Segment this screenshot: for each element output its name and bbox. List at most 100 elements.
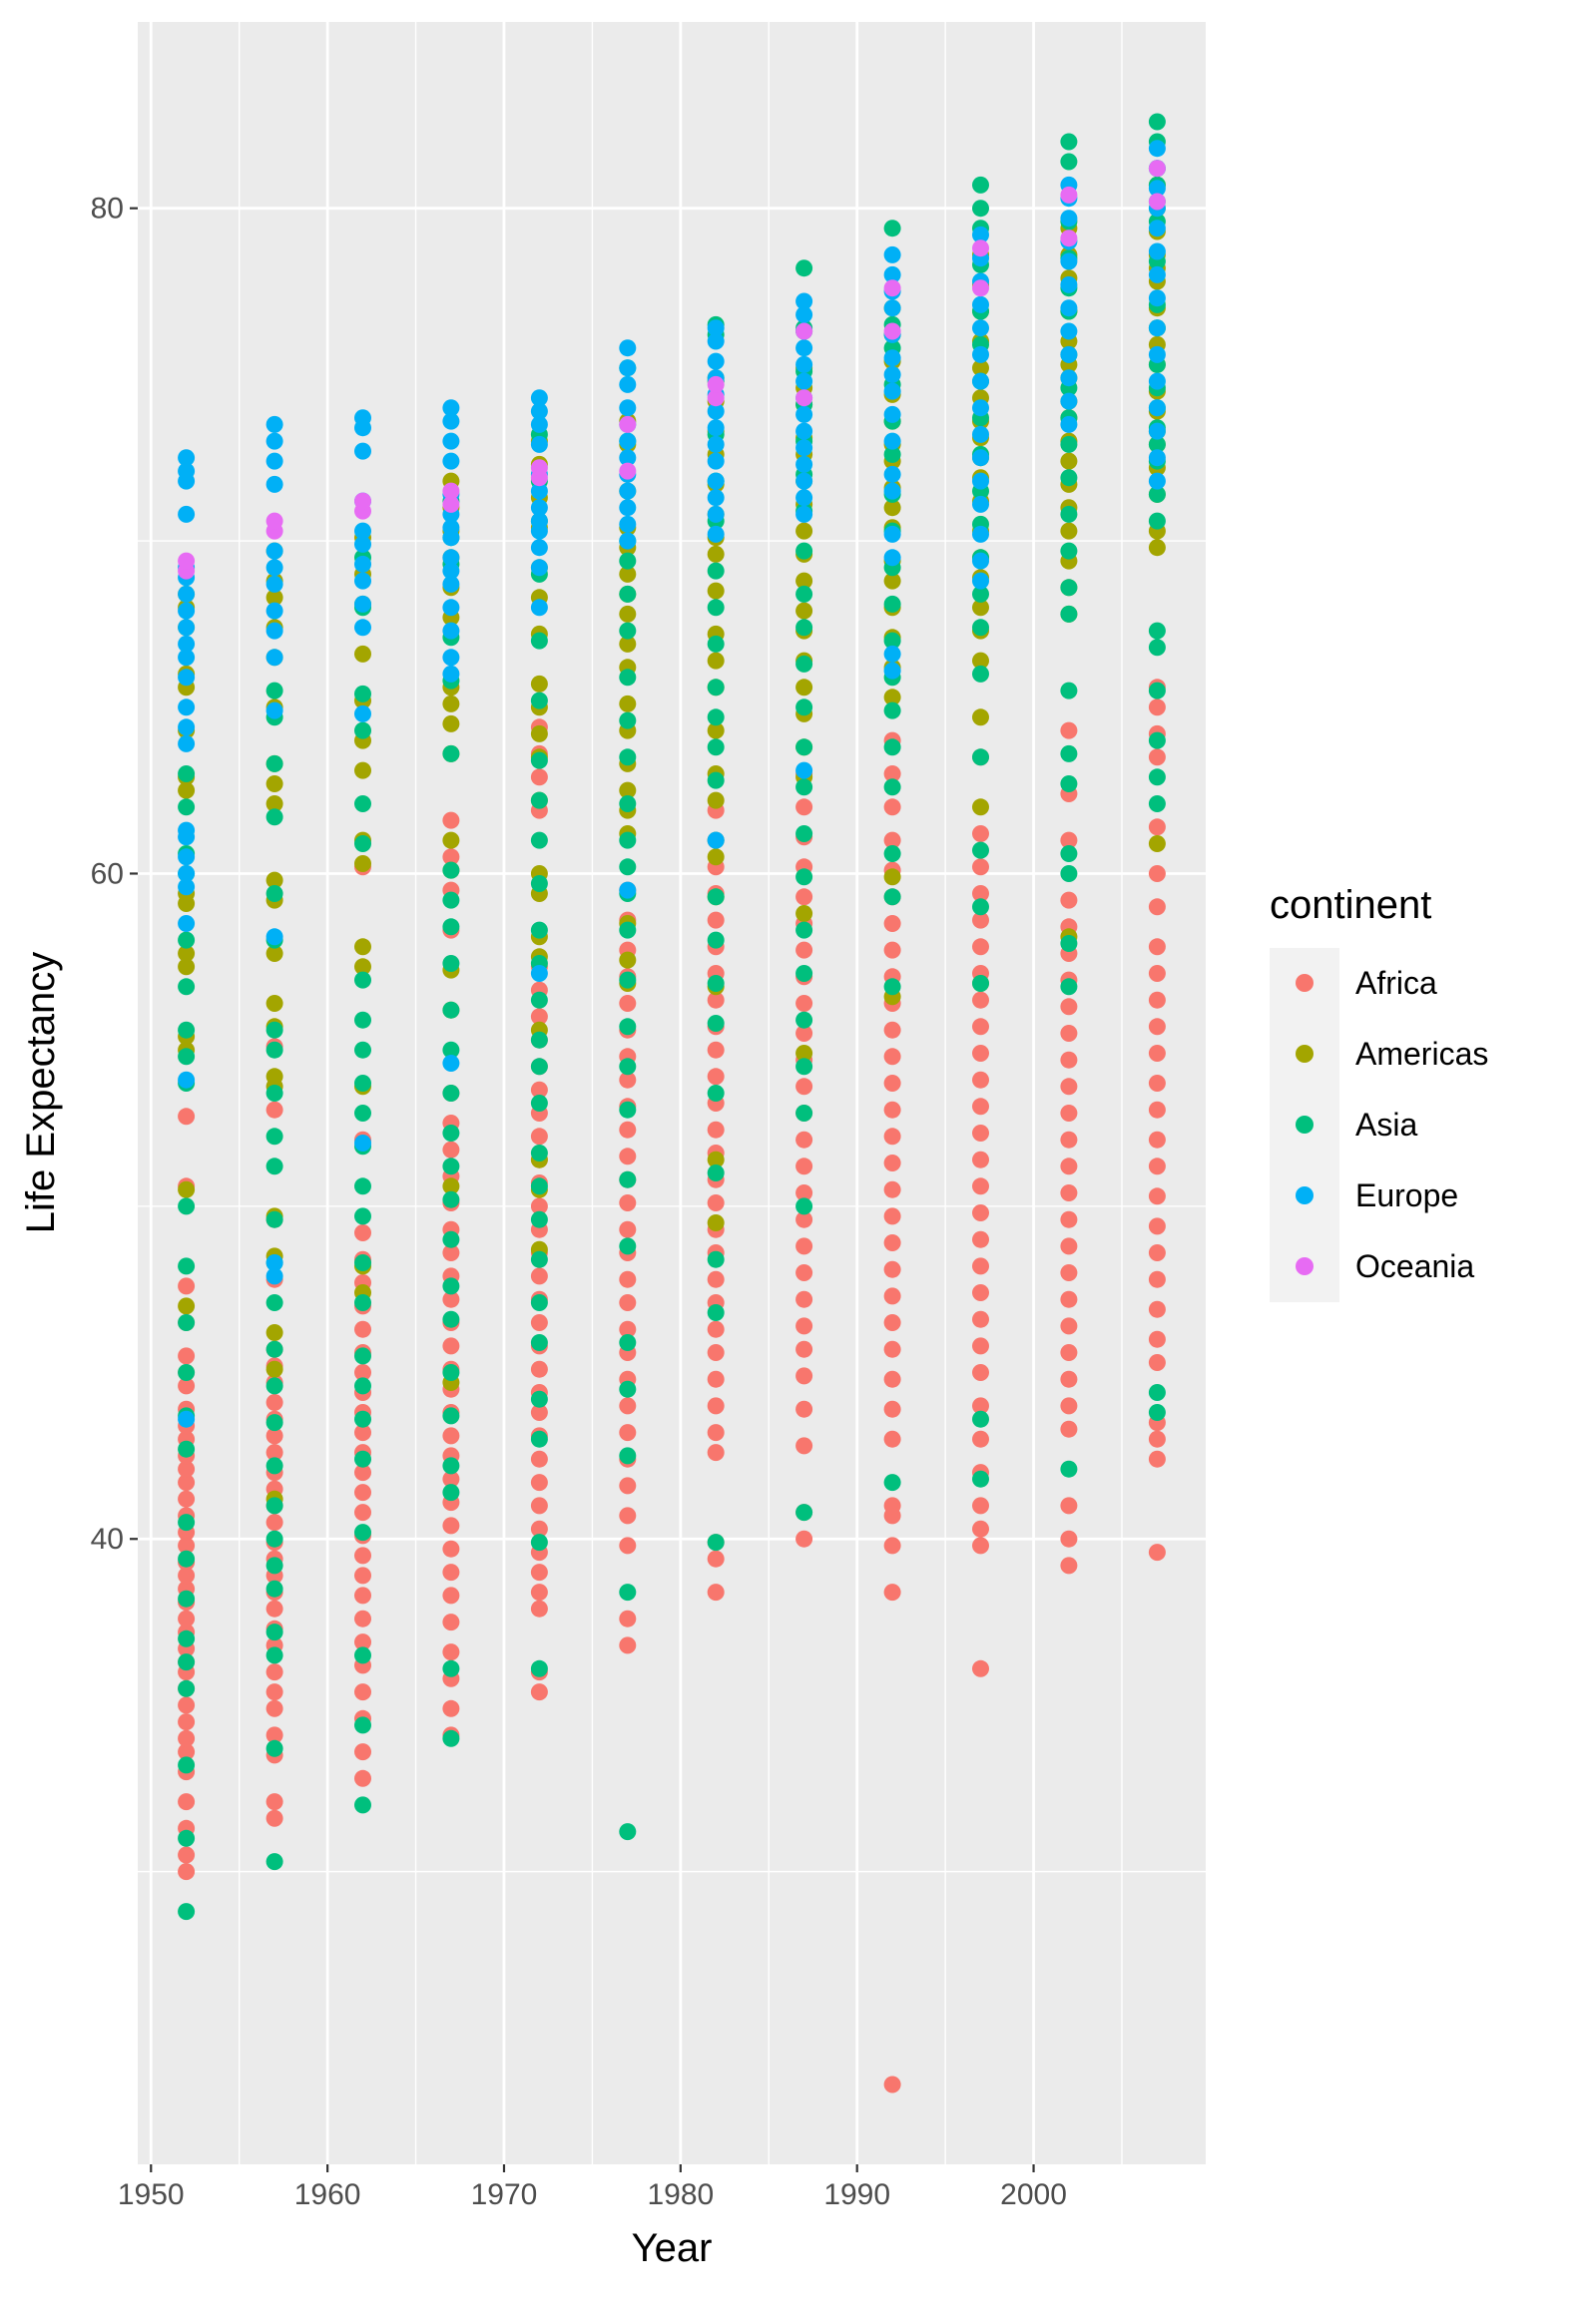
data-point-africa [883, 1155, 901, 1171]
data-point-asia [883, 1474, 901, 1492]
data-point-africa [530, 1474, 548, 1492]
data-point-africa [1060, 721, 1078, 739]
data-point-europe [795, 292, 813, 310]
data-point-africa [1148, 1131, 1166, 1149]
data-point-europe [972, 449, 989, 467]
data-point-africa [707, 1320, 725, 1338]
data-point-africa [1148, 1217, 1166, 1235]
data-point-asia [972, 841, 989, 859]
data-point-africa [354, 1424, 371, 1442]
data-point-europe [707, 332, 725, 350]
data-point-africa [354, 1364, 371, 1381]
data-point-asia [442, 1190, 460, 1208]
data-point-africa [972, 1397, 989, 1415]
plot-panel [138, 22, 1206, 2164]
data-point-europe [178, 602, 196, 620]
data-point-asia [265, 1497, 283, 1515]
data-point-asia [795, 1105, 813, 1122]
data-point-africa [1148, 1101, 1166, 1119]
data-point-asia [795, 698, 813, 716]
data-point-africa [883, 1180, 901, 1198]
data-point-europe [265, 575, 283, 593]
data-point-africa [707, 1370, 725, 1388]
data-point-oceania [619, 415, 637, 433]
data-point-africa [530, 1683, 548, 1701]
data-point-africa [972, 1520, 989, 1538]
data-point-europe [1060, 275, 1078, 293]
data-point-africa [530, 1314, 548, 1331]
data-point-asia [707, 679, 725, 697]
data-point-europe [795, 339, 813, 357]
data-point-africa [1148, 1158, 1166, 1175]
data-point-europe [883, 382, 901, 400]
data-point-africa [265, 1699, 283, 1717]
data-point-africa [1148, 991, 1166, 1009]
data-point-europe [795, 422, 813, 440]
data-point-asia [619, 552, 637, 570]
data-point-asia [530, 831, 548, 849]
data-point-europe [178, 649, 196, 667]
data-point-africa [1148, 1300, 1166, 1318]
data-point-africa [1060, 1557, 1078, 1575]
data-point-africa [442, 811, 460, 829]
data-point-oceania [178, 552, 196, 570]
data-point-asia [265, 1158, 283, 1175]
data-point-europe [354, 619, 371, 637]
data-point-europe [795, 372, 813, 390]
data-point-africa [972, 1204, 989, 1221]
data-point-africa [619, 1537, 637, 1555]
data-point-americas [178, 945, 196, 962]
data-point-africa [619, 1121, 637, 1139]
data-point-europe [354, 1135, 371, 1152]
data-point-africa [1060, 1397, 1078, 1415]
data-point-asia [972, 975, 989, 992]
data-point-asia [265, 1530, 283, 1548]
data-point-americas [265, 1360, 283, 1378]
data-point-africa [707, 1397, 725, 1415]
data-point-europe [530, 482, 548, 500]
data-point-europe [707, 435, 725, 453]
legend-key-africa [1296, 974, 1314, 992]
x-tick-label: 2000 [1000, 2178, 1067, 2211]
data-point-asia [530, 1031, 548, 1049]
data-point-africa [442, 1517, 460, 1535]
data-point-europe [619, 375, 637, 393]
data-point-americas [707, 1151, 725, 1168]
data-point-asia [530, 1430, 548, 1448]
data-point-africa [707, 991, 725, 1009]
data-point-europe [178, 915, 196, 932]
data-point-americas [707, 791, 725, 809]
data-point-asia [795, 259, 813, 277]
data-point-asia [442, 1484, 460, 1502]
data-point-africa [530, 1520, 548, 1538]
data-point-europe [178, 848, 196, 866]
data-point-europe [619, 532, 637, 550]
data-point-africa [178, 1474, 196, 1492]
data-point-asia [1060, 775, 1078, 792]
data-point-europe [265, 1254, 283, 1271]
data-point-africa [883, 1400, 901, 1418]
data-point-asia [795, 655, 813, 673]
data-point-asia [1148, 768, 1166, 786]
data-point-africa [795, 1340, 813, 1358]
data-point-europe [354, 704, 371, 722]
data-point-asia [442, 1364, 460, 1381]
data-point-asia [354, 721, 371, 739]
data-point-americas [265, 1068, 283, 1086]
data-point-oceania [1060, 186, 1078, 204]
data-point-africa [265, 1726, 283, 1744]
data-point-europe [354, 522, 371, 540]
data-point-europe [707, 352, 725, 370]
data-point-europe [1060, 210, 1078, 228]
data-point-asia [1060, 682, 1078, 699]
data-point-asia [707, 1304, 725, 1321]
data-point-americas [795, 679, 813, 697]
data-point-asia [265, 1085, 283, 1102]
data-point-africa [795, 888, 813, 906]
data-point-asia [178, 1679, 196, 1697]
data-point-asia [178, 1903, 196, 1921]
legend-label-americas: Americas [1355, 1036, 1488, 1072]
data-point-asia [1148, 1404, 1166, 1421]
data-point-europe [530, 512, 548, 530]
data-point-asia [795, 619, 813, 637]
